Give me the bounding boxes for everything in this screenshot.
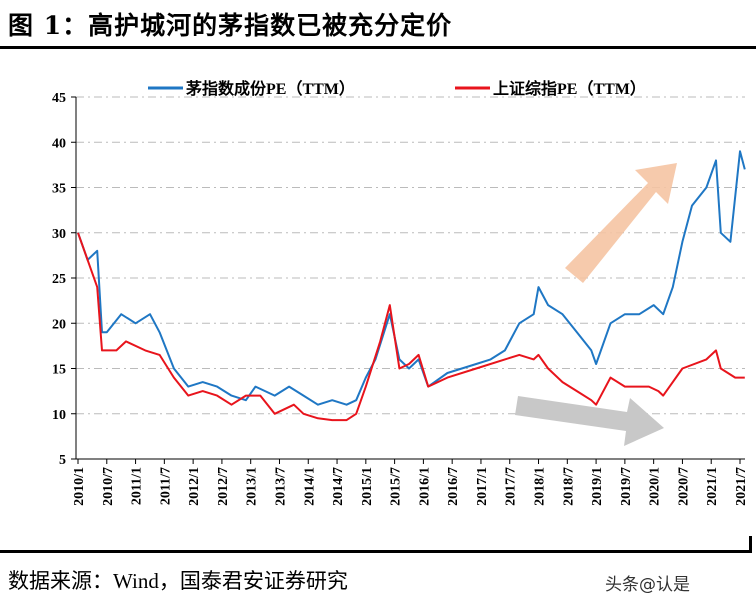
y-tick-label: 5 xyxy=(59,453,66,468)
x-tick-label: 2019/1 xyxy=(590,467,605,506)
x-tick-label: 2012/1 xyxy=(187,467,202,506)
orange-arrow-icon xyxy=(565,163,677,283)
y-tick-label: 20 xyxy=(52,317,66,332)
x-tick-label: 2021/1 xyxy=(705,467,720,506)
x-tick-label: 2018/1 xyxy=(533,467,548,506)
series-line-1 xyxy=(77,232,745,422)
x-tick-label: 2016/1 xyxy=(417,467,432,506)
gray-arrow-icon xyxy=(515,396,664,446)
x-tick-label: 2015/7 xyxy=(389,467,404,506)
x-tick-label: 2018/7 xyxy=(561,467,576,506)
x-tick-label: 2020/1 xyxy=(648,467,663,506)
x-tick-label: 2017/1 xyxy=(475,467,490,506)
y-tick-label: 30 xyxy=(52,227,66,242)
bottom-rule xyxy=(0,550,752,553)
source-note: 数据来源：Wind，国泰君安证券研究 xyxy=(8,569,348,593)
x-tick-label: 2010/1 xyxy=(72,467,87,506)
x-tick-label: 2016/7 xyxy=(446,467,461,506)
x-tick-label: 2012/7 xyxy=(216,467,231,506)
x-tick-label: 2014/7 xyxy=(331,467,346,506)
legend-label-0: 茅指数成份PE（TTM） xyxy=(186,79,355,98)
top-rule xyxy=(0,46,756,49)
x-tick-label: 2015/1 xyxy=(360,467,375,506)
x-tick-label: 2019/7 xyxy=(619,467,634,506)
y-tick-label: 40 xyxy=(52,136,66,151)
x-tick-label: 2011/7 xyxy=(158,467,173,505)
x-tick-label: 2013/7 xyxy=(273,467,288,506)
y-tick-label: 15 xyxy=(52,363,66,378)
watermark: 头条@认是 xyxy=(605,575,690,595)
y-tick-label: 10 xyxy=(52,408,66,423)
x-tick-label: 2010/7 xyxy=(101,467,116,506)
x-tick-label: 2021/7 xyxy=(734,467,749,506)
x-tick-label: 2013/1 xyxy=(245,467,260,506)
legend-label-1: 上证综指PE（TTM） xyxy=(493,79,646,98)
x-tick-label: 2020/7 xyxy=(676,467,691,506)
x-tick-label: 2017/7 xyxy=(504,467,519,506)
figure-title: 图 1：高护城河的茅指数已被充分定价 xyxy=(8,11,453,40)
chart: 5 10 15 20 25 30 35 40 45 2010/1 2010/7 2011/1 2011/… xyxy=(52,79,749,506)
right-rule xyxy=(749,536,752,552)
x-tick-label: 2014/1 xyxy=(302,467,317,506)
x-tick-label: 2011/1 xyxy=(130,467,145,505)
series-line-0 xyxy=(77,150,746,406)
y-tick-label: 45 xyxy=(52,91,66,106)
y-tick-label: 25 xyxy=(52,272,66,287)
y-tick-label: 35 xyxy=(52,182,66,197)
